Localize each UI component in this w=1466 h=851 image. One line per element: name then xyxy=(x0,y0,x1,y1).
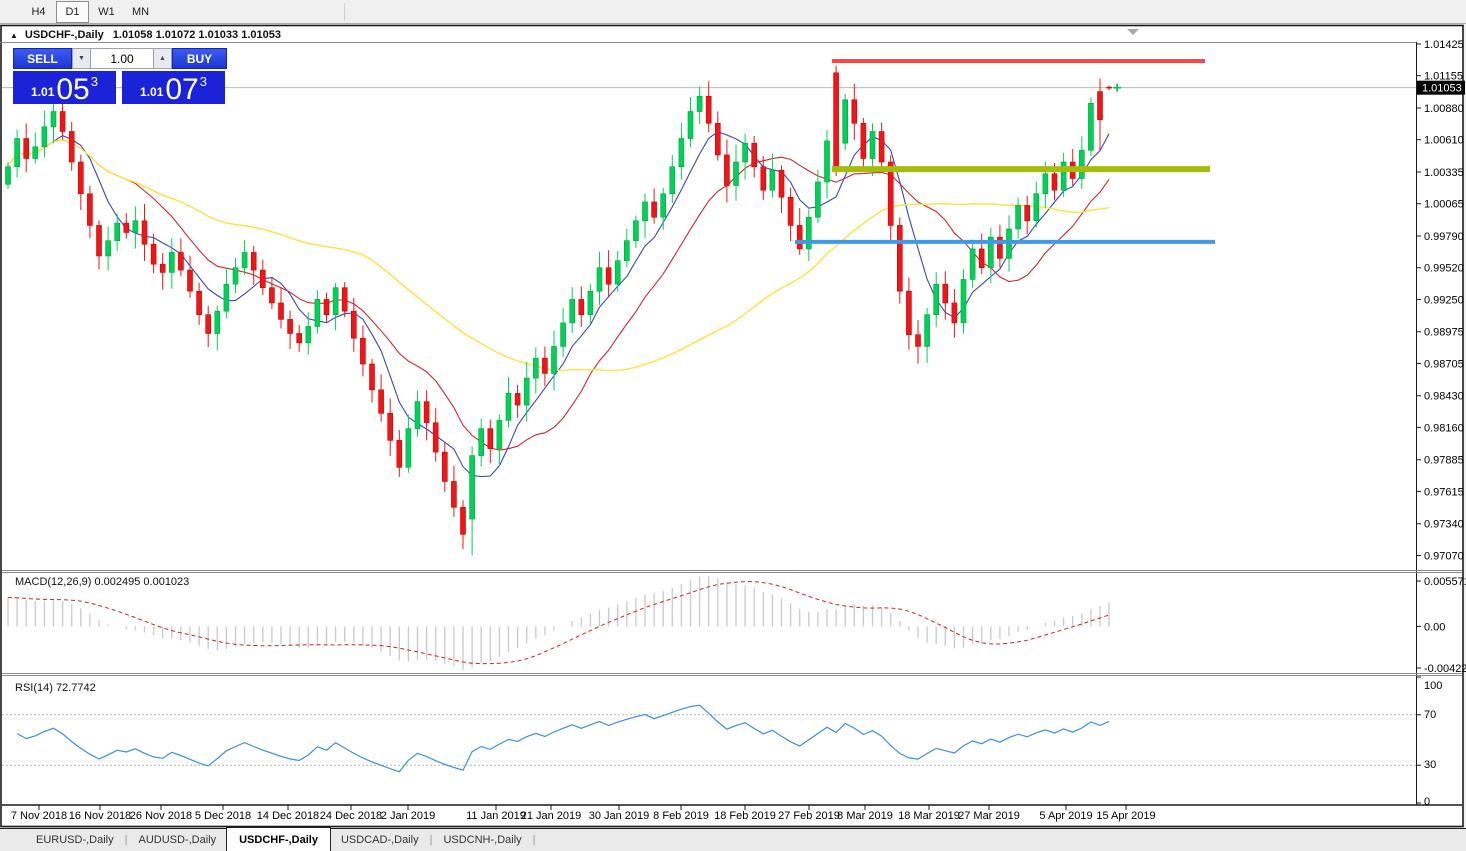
svg-text:1.00065: 1.00065 xyxy=(1424,199,1464,211)
timeframe-button-mn[interactable]: MN xyxy=(131,5,150,18)
svg-text:5 Dec 2018: 5 Dec 2018 xyxy=(195,810,251,822)
svg-text:30 Jan 2019: 30 Jan 2019 xyxy=(589,810,650,822)
chart-ohlc-values: 1.01058 1.01072 1.01033 1.01053 xyxy=(112,29,281,41)
svg-text:0.005571: 0.005571 xyxy=(1424,576,1466,588)
volume-increase-button[interactable]: ▲ xyxy=(153,48,172,69)
chart-tab-usdcnh[interactable]: USDCNH-,Daily xyxy=(443,834,522,846)
svg-text:0.98430: 0.98430 xyxy=(1424,391,1464,403)
buy-price-big-digits: 07 xyxy=(165,72,199,106)
buy-price-box[interactable]: 1.01 07 3 xyxy=(122,71,225,104)
svg-text:0: 0 xyxy=(1424,796,1430,808)
macd-indicator-label: MACD(12,26,9) 0.002495 0.001023 xyxy=(15,576,190,588)
svg-text:14 Dec 2018: 14 Dec 2018 xyxy=(257,810,319,822)
sell-price-prefix: 1.01 xyxy=(31,85,55,99)
buy-price-pip-digit: 3 xyxy=(199,74,207,89)
svg-text:27 Mar 2019: 27 Mar 2019 xyxy=(958,810,1020,822)
chart-tab-audusd[interactable]: AUDUSD-,Daily xyxy=(138,834,217,846)
chart-title-bar: ▲ USDCHF-,Daily 1.01058 1.01072 1.01033 … xyxy=(10,28,281,42)
sell-price-box[interactable]: 1.01 05 3 xyxy=(13,71,116,104)
svg-text:70: 70 xyxy=(1424,709,1436,721)
svg-text:15 Apr 2019: 15 Apr 2019 xyxy=(1096,810,1155,822)
svg-text:1.01155: 1.01155 xyxy=(1424,71,1463,83)
svg-text:0.97070: 0.97070 xyxy=(1424,550,1464,562)
svg-text:26 Nov 2018: 26 Nov 2018 xyxy=(130,810,192,822)
buy-price-prefix: 1.01 xyxy=(140,85,164,99)
svg-text:1.01425: 1.01425 xyxy=(1424,39,1464,51)
chart-tab-bar: EURUSD-,Daily | AUDUSD-,Daily USDCHF-,Daily… xyxy=(0,826,1466,851)
svg-text:7 Nov 2018: 7 Nov 2018 xyxy=(11,810,67,822)
svg-text:0.00: 0.00 xyxy=(1424,621,1445,633)
svg-text:8 Mar 2019: 8 Mar 2019 xyxy=(837,810,893,822)
tab-separator: | xyxy=(429,834,433,846)
sell-price-big-digits: 05 xyxy=(56,72,90,106)
svg-text:-0.004224: -0.004224 xyxy=(1424,663,1466,675)
svg-text:24 Dec 2018: 24 Dec 2018 xyxy=(320,810,382,822)
one-click-trade-panel: SELL ▼ ▲ BUY 1.01 05 3 1.01 07 3 xyxy=(13,48,229,104)
svg-text:1.00335: 1.00335 xyxy=(1424,167,1464,179)
svg-text:1.01053: 1.01053 xyxy=(1422,83,1462,95)
svg-text:0.97340: 0.97340 xyxy=(1424,519,1464,531)
svg-text:0.99250: 0.99250 xyxy=(1424,294,1464,306)
svg-text:1.00880: 1.00880 xyxy=(1424,103,1464,115)
svg-text:27 Feb 2019: 27 Feb 2019 xyxy=(778,810,840,822)
svg-text:0.99790: 0.99790 xyxy=(1424,231,1464,243)
toolbar-separator xyxy=(344,2,345,21)
svg-text:8 Feb 2019: 8 Feb 2019 xyxy=(653,810,709,822)
svg-text:0.98705: 0.98705 xyxy=(1424,358,1464,370)
svg-text:21 Jan 2019: 21 Jan 2019 xyxy=(521,810,582,822)
svg-text:1.00610: 1.00610 xyxy=(1424,135,1464,147)
chart-symbol-title: USDCHF-,Daily xyxy=(24,29,104,41)
svg-text:16 Nov 2018: 16 Nov 2018 xyxy=(69,810,131,822)
svg-text:0.99520: 0.99520 xyxy=(1424,263,1464,275)
svg-text:5 Apr 2019: 5 Apr 2019 xyxy=(1039,810,1092,822)
svg-text:0.97615: 0.97615 xyxy=(1424,486,1464,498)
svg-text:2 Jan 2019: 2 Jan 2019 xyxy=(381,810,435,822)
svg-text:0.97885: 0.97885 xyxy=(1424,455,1464,467)
svg-text:11 Jan 2019: 11 Jan 2019 xyxy=(466,810,526,822)
collapse-chart-icon[interactable]: ▲ xyxy=(10,30,18,40)
rsi-indicator-label: RSI(14) 72.7742 xyxy=(15,682,96,694)
chart-tab-usdcad[interactable]: USDCAD-,Daily xyxy=(340,834,419,846)
svg-text:30: 30 xyxy=(1424,759,1436,771)
volume-decrease-button[interactable]: ▼ xyxy=(72,48,91,69)
timeframe-toolbar: H4 D1 W1 MN xyxy=(0,0,1466,24)
svg-text:0.98160: 0.98160 xyxy=(1424,422,1464,434)
sell-button[interactable]: SELL xyxy=(13,48,72,69)
svg-text:18 Feb 2019: 18 Feb 2019 xyxy=(714,810,776,822)
tab-separator: | xyxy=(124,834,128,846)
timeframe-button-h4[interactable]: H4 xyxy=(31,5,46,18)
svg-text:100: 100 xyxy=(1424,680,1442,692)
svg-text:0.98975: 0.98975 xyxy=(1424,327,1464,339)
tab-separator: | xyxy=(532,834,536,846)
svg-text:18 Mar 2019: 18 Mar 2019 xyxy=(898,810,960,822)
timeframe-button-d1[interactable]: D1 xyxy=(56,0,89,23)
timeframe-button-w1[interactable]: W1 xyxy=(98,5,115,18)
buy-button[interactable]: BUY xyxy=(172,48,227,69)
sell-price-pip-digit: 3 xyxy=(90,74,98,89)
chart-tab-eurusd[interactable]: EURUSD-,Daily xyxy=(36,834,114,846)
volume-input[interactable] xyxy=(91,48,153,69)
chart-tab-usdchf[interactable]: USDCHF-,Daily xyxy=(226,826,331,851)
